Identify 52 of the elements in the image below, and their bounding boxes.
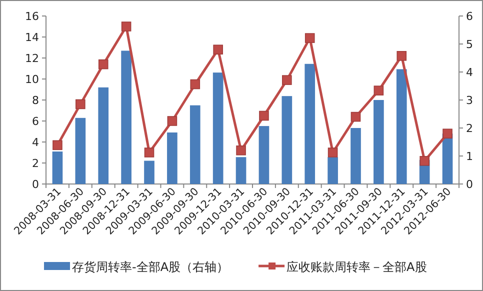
y-tick-label: 14 (25, 31, 39, 44)
point (236, 146, 246, 156)
y2-tick-label: 2 (466, 122, 473, 135)
bar (396, 69, 407, 184)
bar (304, 64, 316, 184)
legend-label: 应收账款周转率－全部A股 (286, 260, 427, 274)
bar (212, 72, 224, 184)
point (328, 148, 338, 158)
point (374, 86, 384, 96)
point (52, 140, 62, 150)
point (121, 22, 132, 32)
y-tick-label: 0 (32, 178, 39, 191)
y-tick-label: 4 (32, 136, 39, 149)
y-tick-label: 8 (32, 94, 39, 107)
y2-tick-label: 4 (466, 66, 473, 79)
point (282, 75, 292, 85)
legend-label: 存货周转率-全部A股（右轴） (72, 260, 229, 274)
bar (258, 126, 270, 184)
point (213, 44, 223, 54)
y2-tick-label: 1 (466, 150, 473, 163)
point (442, 128, 452, 138)
bar (144, 160, 154, 184)
y-tick-label: 16 (25, 10, 39, 23)
bar (190, 105, 200, 184)
point (190, 79, 200, 90)
point (76, 99, 86, 110)
point (420, 156, 430, 166)
point (304, 33, 315, 43)
y-tick-label: 12 (25, 52, 39, 65)
bar (236, 157, 246, 184)
y2-tick-label: 0 (466, 178, 473, 191)
point (350, 112, 361, 122)
y2-tick-label: 5 (466, 38, 473, 51)
bar (52, 152, 63, 184)
point (98, 59, 108, 70)
y2-tick-label: 3 (466, 94, 473, 107)
point (144, 148, 154, 158)
bar (75, 118, 86, 184)
point (259, 110, 269, 121)
y-tick-label: 2 (32, 157, 39, 170)
y2-tick-label: 6 (466, 10, 473, 23)
y-tick-label: 6 (32, 115, 39, 128)
bar (121, 50, 132, 184)
bar (374, 100, 384, 184)
point (396, 51, 407, 61)
bar (98, 87, 109, 184)
bar (282, 96, 292, 184)
point (167, 116, 178, 126)
bar (328, 157, 338, 184)
bar (350, 128, 361, 184)
y-tick-label: 10 (25, 73, 39, 86)
bar (167, 132, 178, 184)
